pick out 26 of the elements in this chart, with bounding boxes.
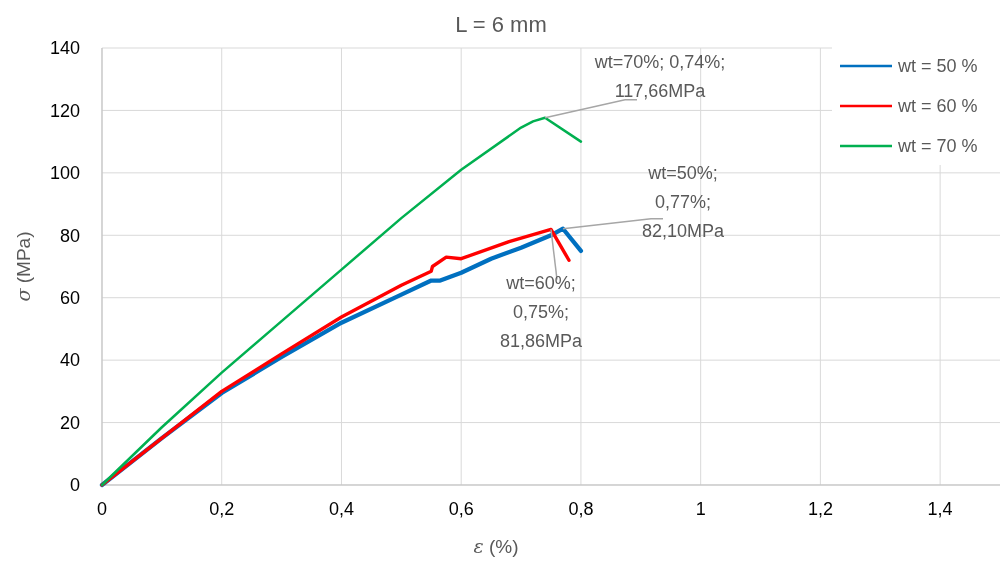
annotation: wt=50%; 0,77%; 82,10MPa — [641, 162, 725, 241]
x-tick-label: 0,6 — [448, 499, 474, 519]
x-tick-label: 0,4 — [328, 499, 354, 519]
line-series — [100, 116, 583, 487]
y-tick-label: 60 — [59, 288, 80, 309]
x-tick-label: 1,2 — [807, 499, 833, 519]
legend-label: wt = 60 % — [897, 96, 978, 117]
y-tick-label: 0 — [69, 475, 80, 496]
y-axis-title: σ (MPa) — [12, 231, 34, 302]
annotation: wt=70%; 0,74%; 117,66MPa — [593, 51, 726, 101]
annotation: wt=60%; 0,75%; 81,86MPa — [499, 273, 584, 352]
y-tick-label: 140 — [49, 38, 80, 59]
legend-label: wt = 50 % — [897, 56, 978, 77]
x-tick-label: 0 — [96, 499, 108, 519]
chart-title: L = 6 mm — [455, 12, 547, 37]
x-tick-label: 1 — [695, 499, 706, 519]
y-tick-label: 80 — [59, 225, 80, 246]
y-tick-label: 100 — [49, 163, 80, 184]
x-tick-label: 1,4 — [927, 499, 953, 519]
x-axis-title: ε (%) — [473, 535, 519, 557]
y-tick-label: 120 — [49, 100, 80, 121]
legend-label: wt = 70 % — [897, 136, 978, 157]
y-tick-label: 40 — [59, 350, 80, 371]
y-tick-label: 20 — [59, 412, 80, 433]
x-tick-label: 0,2 — [209, 499, 235, 519]
x-tick-label: 0,8 — [568, 499, 594, 519]
